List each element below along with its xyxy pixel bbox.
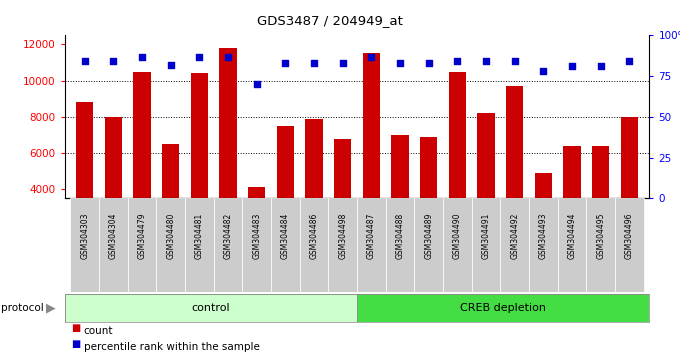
- Bar: [128, 198, 156, 292]
- Bar: [185, 198, 214, 292]
- Bar: [105, 117, 122, 262]
- Bar: [248, 187, 265, 262]
- Point: [108, 59, 119, 64]
- Bar: [621, 117, 638, 262]
- Text: GSM304479: GSM304479: [137, 212, 146, 259]
- Bar: [133, 72, 150, 262]
- Text: GSM304491: GSM304491: [481, 212, 490, 259]
- Bar: [214, 198, 242, 292]
- Bar: [357, 294, 649, 322]
- Point: [509, 59, 520, 64]
- Point: [137, 54, 148, 59]
- Bar: [534, 173, 552, 262]
- Point: [394, 60, 405, 66]
- Bar: [506, 86, 524, 262]
- Point: [624, 59, 634, 64]
- Point: [481, 59, 492, 64]
- Text: GSM304487: GSM304487: [367, 212, 376, 259]
- Point: [222, 54, 233, 59]
- Point: [80, 59, 90, 64]
- Text: GSM304483: GSM304483: [252, 212, 261, 259]
- Bar: [529, 198, 558, 292]
- Bar: [99, 198, 128, 292]
- Point: [538, 68, 549, 74]
- Text: GSM304490: GSM304490: [453, 212, 462, 259]
- Point: [194, 54, 205, 59]
- Text: GSM304304: GSM304304: [109, 212, 118, 259]
- Bar: [615, 198, 644, 292]
- Text: CREB depletion: CREB depletion: [460, 303, 546, 313]
- Point: [165, 62, 176, 68]
- Point: [566, 63, 577, 69]
- Bar: [162, 144, 180, 262]
- Bar: [190, 73, 208, 262]
- Bar: [334, 138, 352, 262]
- Bar: [592, 146, 609, 262]
- Point: [452, 59, 463, 64]
- Text: GSM304494: GSM304494: [568, 212, 577, 259]
- Bar: [558, 198, 586, 292]
- Point: [595, 63, 606, 69]
- Text: GSM304498: GSM304498: [338, 212, 347, 259]
- Bar: [305, 119, 322, 262]
- Text: GSM304484: GSM304484: [281, 212, 290, 259]
- Point: [309, 60, 320, 66]
- Bar: [70, 198, 99, 292]
- Text: ■: ■: [71, 323, 81, 333]
- Point: [251, 81, 262, 87]
- Bar: [357, 198, 386, 292]
- Bar: [449, 72, 466, 262]
- Text: GSM304486: GSM304486: [309, 212, 318, 259]
- Bar: [277, 126, 294, 262]
- Bar: [300, 198, 328, 292]
- Text: GSM304482: GSM304482: [224, 212, 233, 258]
- Bar: [472, 198, 500, 292]
- Text: GSM304495: GSM304495: [596, 212, 605, 259]
- Point: [337, 60, 348, 66]
- Bar: [76, 102, 93, 262]
- Text: GSM304489: GSM304489: [424, 212, 433, 259]
- Bar: [386, 198, 414, 292]
- Bar: [156, 198, 185, 292]
- Bar: [500, 198, 529, 292]
- Bar: [328, 198, 357, 292]
- Text: GSM304496: GSM304496: [625, 212, 634, 259]
- Text: percentile rank within the sample: percentile rank within the sample: [84, 342, 260, 352]
- Bar: [477, 113, 494, 262]
- Bar: [420, 137, 437, 262]
- Bar: [414, 198, 443, 292]
- Text: protocol: protocol: [1, 303, 44, 313]
- Text: GSM304303: GSM304303: [80, 212, 89, 259]
- Text: ▶: ▶: [46, 302, 56, 314]
- Text: control: control: [192, 303, 230, 313]
- Text: count: count: [84, 326, 113, 336]
- Bar: [586, 198, 615, 292]
- Text: ■: ■: [71, 339, 81, 349]
- Text: GDS3487 / 204949_at: GDS3487 / 204949_at: [257, 14, 403, 27]
- Point: [423, 60, 434, 66]
- Bar: [443, 198, 472, 292]
- Text: GSM304493: GSM304493: [539, 212, 548, 259]
- Point: [280, 60, 291, 66]
- Text: GSM304492: GSM304492: [510, 212, 519, 259]
- Bar: [392, 135, 409, 262]
- Text: GSM304481: GSM304481: [195, 212, 204, 258]
- Bar: [220, 48, 237, 262]
- Bar: [242, 198, 271, 292]
- Bar: [65, 294, 357, 322]
- Text: GSM304488: GSM304488: [396, 212, 405, 258]
- Bar: [564, 146, 581, 262]
- Text: GSM304480: GSM304480: [166, 212, 175, 259]
- Bar: [362, 53, 380, 262]
- Bar: [271, 198, 300, 292]
- Point: [366, 54, 377, 59]
